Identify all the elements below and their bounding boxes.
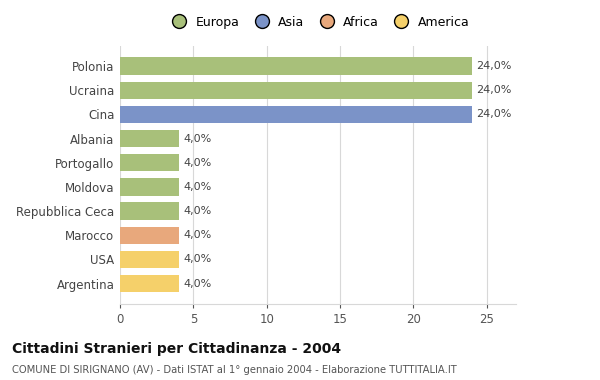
Bar [120,226,179,244]
Bar [120,154,179,171]
Bar [120,251,179,268]
Text: 4,0%: 4,0% [183,182,211,192]
Bar [120,275,179,292]
Bar [120,130,179,147]
Text: 4,0%: 4,0% [183,254,211,264]
Bar [120,57,472,75]
Text: 24,0%: 24,0% [476,85,512,95]
Text: COMUNE DI SIRIGNANO (AV) - Dati ISTAT al 1° gennaio 2004 - Elaborazione TUTTITAL: COMUNE DI SIRIGNANO (AV) - Dati ISTAT al… [12,365,457,375]
Text: 4,0%: 4,0% [183,158,211,168]
Text: 24,0%: 24,0% [476,109,512,119]
Text: 4,0%: 4,0% [183,206,211,216]
Text: 24,0%: 24,0% [476,61,512,71]
Bar [120,203,179,220]
Text: 4,0%: 4,0% [183,230,211,240]
Text: 4,0%: 4,0% [183,133,211,144]
Text: 4,0%: 4,0% [183,279,211,288]
Bar [120,178,179,196]
Text: Cittadini Stranieri per Cittadinanza - 2004: Cittadini Stranieri per Cittadinanza - 2… [12,342,341,356]
Bar [120,82,472,99]
Bar [120,106,472,123]
Legend: Europa, Asia, Africa, America: Europa, Asia, Africa, America [164,13,472,31]
